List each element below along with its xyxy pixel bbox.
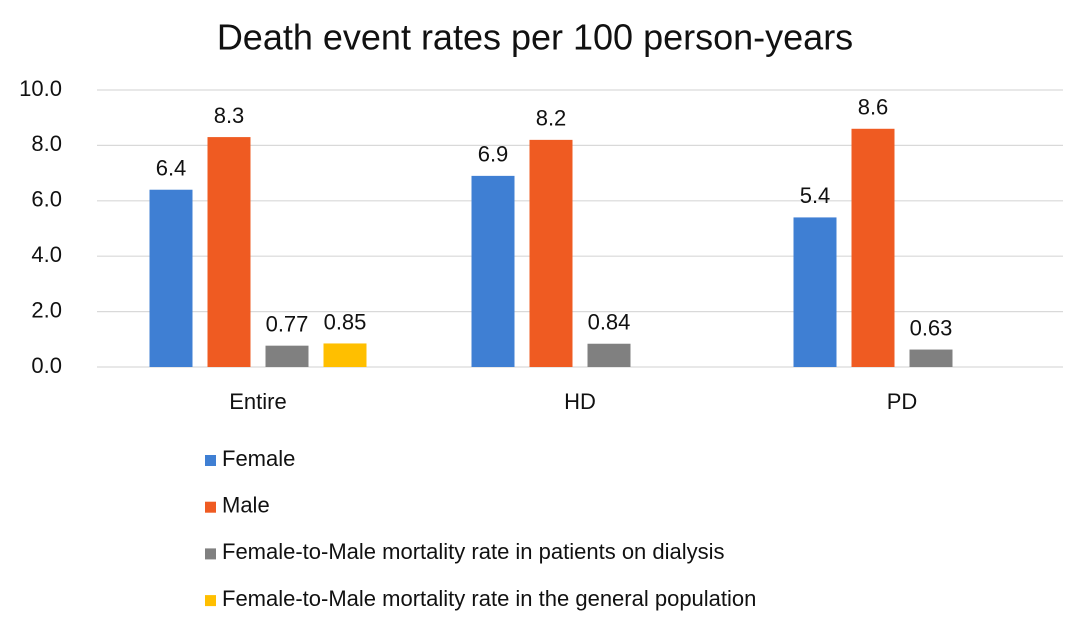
bar bbox=[265, 345, 309, 367]
bar bbox=[587, 343, 631, 367]
bar bbox=[909, 349, 953, 367]
legend-label: Male bbox=[222, 493, 270, 518]
y-tick-label: 8.0 bbox=[31, 131, 62, 156]
legend-swatch bbox=[205, 595, 216, 607]
data-label: 0.85 bbox=[324, 309, 367, 334]
y-tick-label: 0.0 bbox=[31, 353, 62, 378]
chart-title: Death event rates per 100 person-years bbox=[217, 17, 853, 58]
x-tick-label: PD bbox=[887, 389, 918, 414]
legend-label: Female bbox=[222, 446, 295, 471]
bar bbox=[207, 137, 251, 367]
x-tick-label: Entire bbox=[229, 389, 286, 414]
legend-label: Female-to-Male mortality rate in the gen… bbox=[222, 586, 756, 611]
data-label: 8.6 bbox=[858, 95, 889, 120]
y-tick-label: 2.0 bbox=[31, 297, 62, 322]
legend-swatch bbox=[205, 455, 216, 466]
bar bbox=[323, 343, 367, 367]
legend-swatch bbox=[205, 501, 216, 513]
bar bbox=[149, 189, 193, 367]
data-label: 6.4 bbox=[156, 156, 187, 181]
x-tick-label: HD bbox=[564, 389, 596, 414]
bar bbox=[529, 139, 573, 367]
bar bbox=[793, 217, 837, 367]
y-tick-label: 4.0 bbox=[31, 242, 62, 267]
bar bbox=[471, 175, 515, 367]
data-label: 0.84 bbox=[588, 310, 631, 335]
data-label: 8.2 bbox=[536, 106, 567, 131]
legend-label: Female-to-Male mortality rate in patient… bbox=[222, 539, 725, 564]
legend-swatch bbox=[205, 548, 216, 560]
data-label: 0.77 bbox=[266, 311, 309, 336]
y-tick-label: 10.0 bbox=[19, 76, 62, 101]
bar bbox=[851, 128, 895, 367]
y-tick-label: 6.0 bbox=[31, 187, 62, 212]
data-label: 6.9 bbox=[478, 142, 509, 167]
data-label: 8.3 bbox=[214, 103, 245, 128]
data-label: 0.63 bbox=[910, 315, 953, 340]
data-label: 5.4 bbox=[800, 183, 831, 208]
